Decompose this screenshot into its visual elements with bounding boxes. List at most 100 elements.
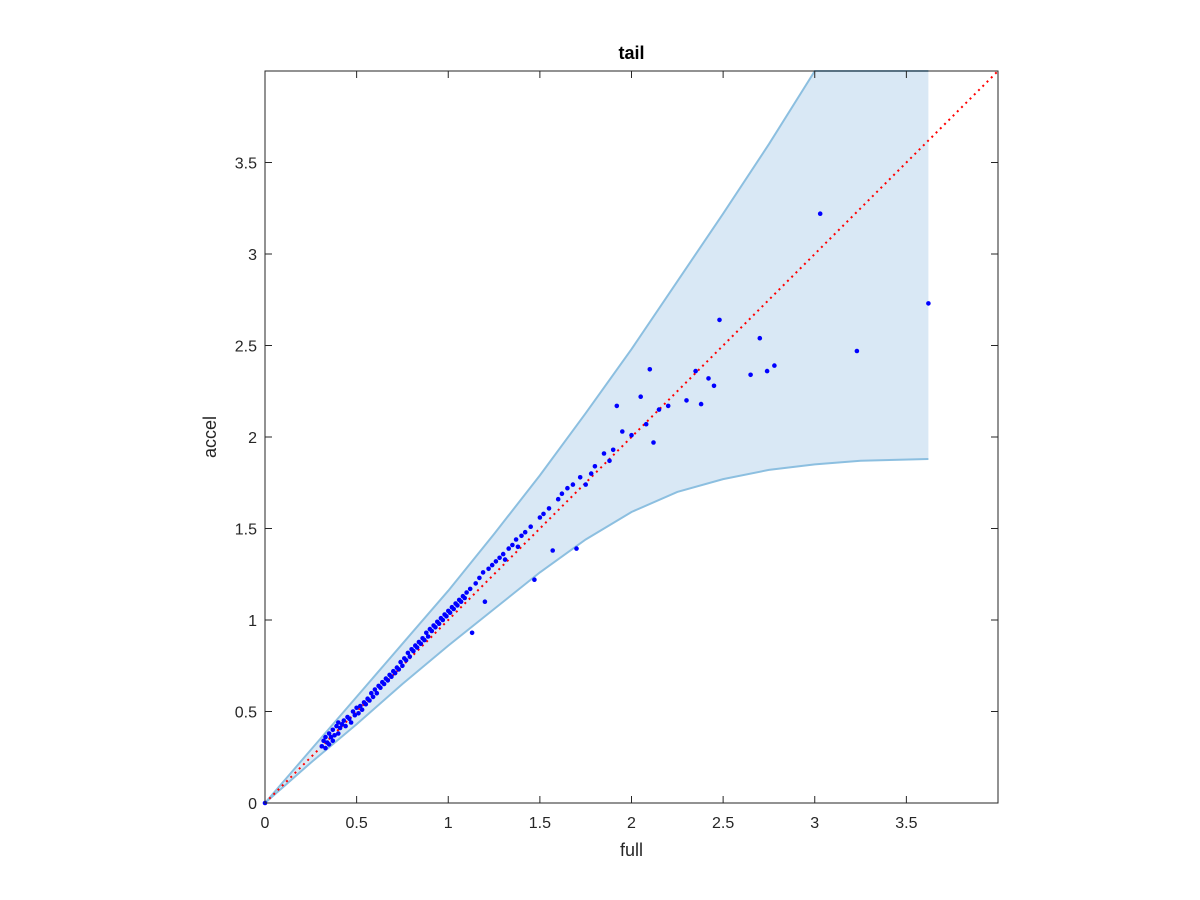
data-point xyxy=(519,533,524,539)
data-point xyxy=(332,733,337,738)
data-point xyxy=(326,742,332,747)
x-tick-label: 3 xyxy=(810,815,819,832)
x-tick-label: 0 xyxy=(261,815,270,832)
data-point xyxy=(493,559,499,564)
data-point xyxy=(698,401,704,407)
data-point xyxy=(422,637,427,643)
data-point xyxy=(577,475,583,480)
data-point xyxy=(433,625,438,630)
data-point xyxy=(565,485,570,491)
data-point xyxy=(347,716,352,722)
data-point xyxy=(400,663,405,669)
data-point xyxy=(651,440,656,445)
data-point xyxy=(343,723,348,729)
data-point xyxy=(486,566,491,572)
data-point xyxy=(429,628,435,634)
data-point xyxy=(323,734,328,740)
data-point xyxy=(510,542,515,548)
band-lower-edge xyxy=(264,458,929,804)
data-point xyxy=(528,524,533,529)
data-point xyxy=(369,690,374,696)
data-point xyxy=(381,681,387,687)
data-point xyxy=(378,685,383,690)
data-point xyxy=(757,335,763,341)
data-point xyxy=(592,464,598,469)
data-point xyxy=(480,570,486,575)
data-point xyxy=(319,744,325,749)
x-tick-label: 3.5 xyxy=(895,815,917,832)
data-point xyxy=(398,659,403,665)
data-point xyxy=(411,648,416,654)
data-point xyxy=(418,641,424,647)
y-tick-label: 3 xyxy=(248,247,257,264)
data-point xyxy=(354,705,359,711)
y-tick-label: 1 xyxy=(248,613,257,630)
data-point xyxy=(500,551,506,557)
data-point xyxy=(537,515,543,520)
data-point xyxy=(574,546,579,551)
data-point xyxy=(328,734,334,740)
band-upper-edge xyxy=(264,70,929,804)
data-point xyxy=(367,698,372,703)
data-point xyxy=(555,496,561,502)
data-point xyxy=(748,372,753,378)
data-point xyxy=(570,482,576,487)
data-point xyxy=(358,703,363,709)
data-point xyxy=(647,367,653,372)
x-tick-label: 2.5 xyxy=(712,815,734,832)
data-point xyxy=(497,555,502,561)
data-point xyxy=(405,650,411,656)
data-point xyxy=(607,458,612,464)
data-point xyxy=(336,720,341,725)
data-point xyxy=(643,421,649,427)
chart-title: tail xyxy=(618,43,644,63)
data-point xyxy=(477,575,482,581)
y-tick-label: 3.5 xyxy=(235,156,257,173)
data-points xyxy=(262,211,931,806)
data-point xyxy=(348,720,354,725)
x-axis-ticks: 0 0.5 1 1.5 2 2.5 3 3.5 xyxy=(261,71,918,832)
data-point xyxy=(541,511,546,517)
data-point xyxy=(464,590,469,595)
data-point xyxy=(451,606,457,612)
data-point xyxy=(854,348,860,354)
data-point xyxy=(462,595,468,601)
data-point xyxy=(638,394,643,400)
data-point xyxy=(334,723,339,729)
data-point xyxy=(717,317,722,323)
data-point xyxy=(546,506,552,511)
x-axis-label: full xyxy=(620,840,643,860)
data-point xyxy=(341,718,347,723)
y-tick-label: 2.5 xyxy=(235,339,257,356)
data-point xyxy=(513,537,519,542)
data-point xyxy=(532,577,537,582)
x-tick-label: 0.5 xyxy=(346,815,368,832)
data-point xyxy=(583,482,588,487)
data-point xyxy=(473,581,479,586)
data-point xyxy=(629,432,634,438)
data-point xyxy=(706,376,711,381)
data-point xyxy=(336,731,341,736)
data-point xyxy=(469,630,475,636)
data-point xyxy=(436,621,442,626)
data-point xyxy=(467,586,473,592)
data-point xyxy=(425,634,431,639)
x-tick-label: 1.5 xyxy=(529,815,551,832)
data-point xyxy=(407,654,413,659)
data-point xyxy=(350,709,356,714)
data-point xyxy=(444,614,449,619)
data-point xyxy=(588,471,594,476)
data-point xyxy=(522,529,528,535)
data-point xyxy=(601,451,607,456)
y-tick-label: 0 xyxy=(248,796,257,813)
data-point xyxy=(489,562,495,568)
data-point xyxy=(389,674,394,679)
data-point xyxy=(482,599,488,604)
data-point xyxy=(614,403,620,409)
data-point xyxy=(363,701,369,707)
data-point xyxy=(321,738,326,744)
data-point xyxy=(424,630,429,636)
data-point xyxy=(455,603,460,608)
data-point xyxy=(458,599,464,604)
y-tick-label: 2 xyxy=(248,430,257,447)
